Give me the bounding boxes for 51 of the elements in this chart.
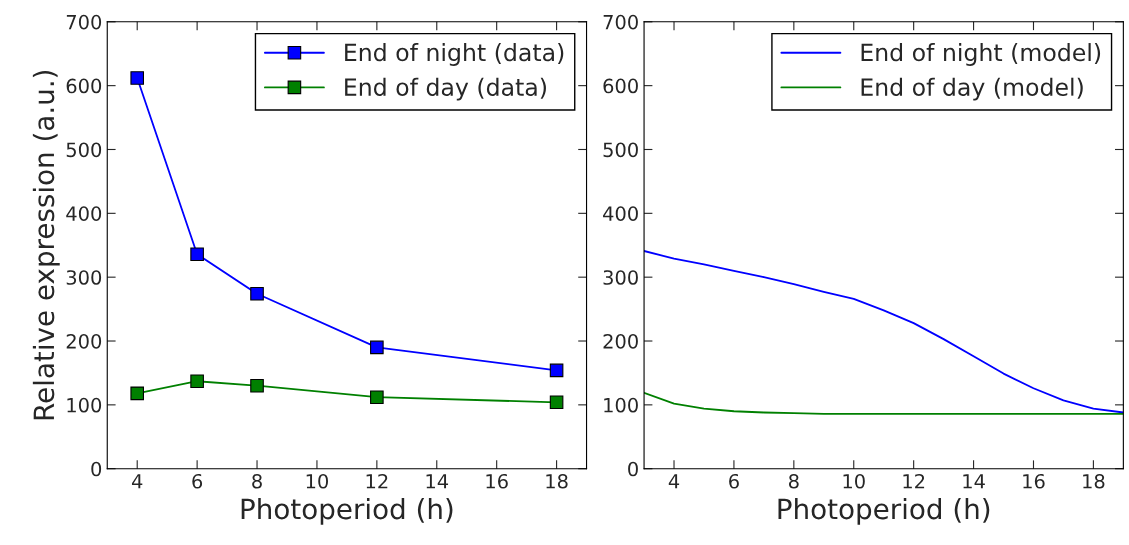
y-tick-label: 700 <box>603 14 638 30</box>
legend-label: End of day (data) <box>345 77 546 101</box>
y-tick-label: 0 <box>628 461 638 477</box>
x-tick-label: 14 <box>426 474 449 489</box>
y-tick-label: 400 <box>603 206 638 221</box>
y-tick-label: 400 <box>66 206 102 221</box>
y-tick-label: 200 <box>66 333 102 349</box>
x-tick-label: 12 <box>366 473 388 489</box>
point <box>549 395 564 410</box>
x-tick-label: 6 <box>729 473 739 489</box>
y-tick-label: 600 <box>66 78 102 94</box>
x-axis-title: Photoperiod (h) <box>778 497 990 525</box>
x-axis-title: Photoperiod (h) <box>241 497 453 525</box>
x-tick-label: 18 <box>546 473 568 489</box>
point <box>190 374 204 389</box>
y-tick-label: 200 <box>603 333 638 349</box>
y-tick-label: 500 <box>603 142 638 158</box>
y-tick-label: 100 <box>67 397 102 413</box>
line-series <box>644 391 1124 415</box>
x-tick-label: 8 <box>788 473 799 489</box>
legend-label: End of night (data) <box>345 43 564 66</box>
line-series <box>644 250 1124 414</box>
y-tick-label: 700 <box>66 14 102 30</box>
x-tick-label: 18 <box>1083 473 1105 489</box>
x-tick-label: 10 <box>306 473 329 489</box>
y-axis-title: Relative expression (a.u.) <box>32 70 60 420</box>
point <box>370 340 384 355</box>
point <box>370 390 384 405</box>
x-tick-label: 6 <box>192 473 203 489</box>
point <box>250 378 264 393</box>
y-tick-label: 500 <box>66 142 102 158</box>
x-tick-label: 16 <box>486 473 508 489</box>
y-tick-label: 600 <box>603 78 638 94</box>
y-tick-label: 100 <box>604 397 638 413</box>
x-tick-label: 14 <box>963 474 985 489</box>
x-tick-label: 12 <box>903 473 925 489</box>
x-tick-label: 4 <box>131 474 143 489</box>
point <box>250 286 264 301</box>
y-tick-label: 300 <box>66 270 102 285</box>
y-tick-label: 300 <box>603 270 638 285</box>
legend-label: End of day (model) <box>861 77 1083 101</box>
legend-label: End of night (model) <box>861 43 1101 66</box>
y-tick-label: 0 <box>91 461 102 477</box>
point <box>130 71 145 85</box>
point <box>549 363 564 378</box>
x-tick-label: 10 <box>843 473 865 489</box>
x-tick-label: 4 <box>668 474 680 489</box>
x-tick-label: 16 <box>1023 473 1045 489</box>
x-tick-label: 8 <box>252 473 262 489</box>
point <box>130 386 145 401</box>
point <box>190 247 204 261</box>
